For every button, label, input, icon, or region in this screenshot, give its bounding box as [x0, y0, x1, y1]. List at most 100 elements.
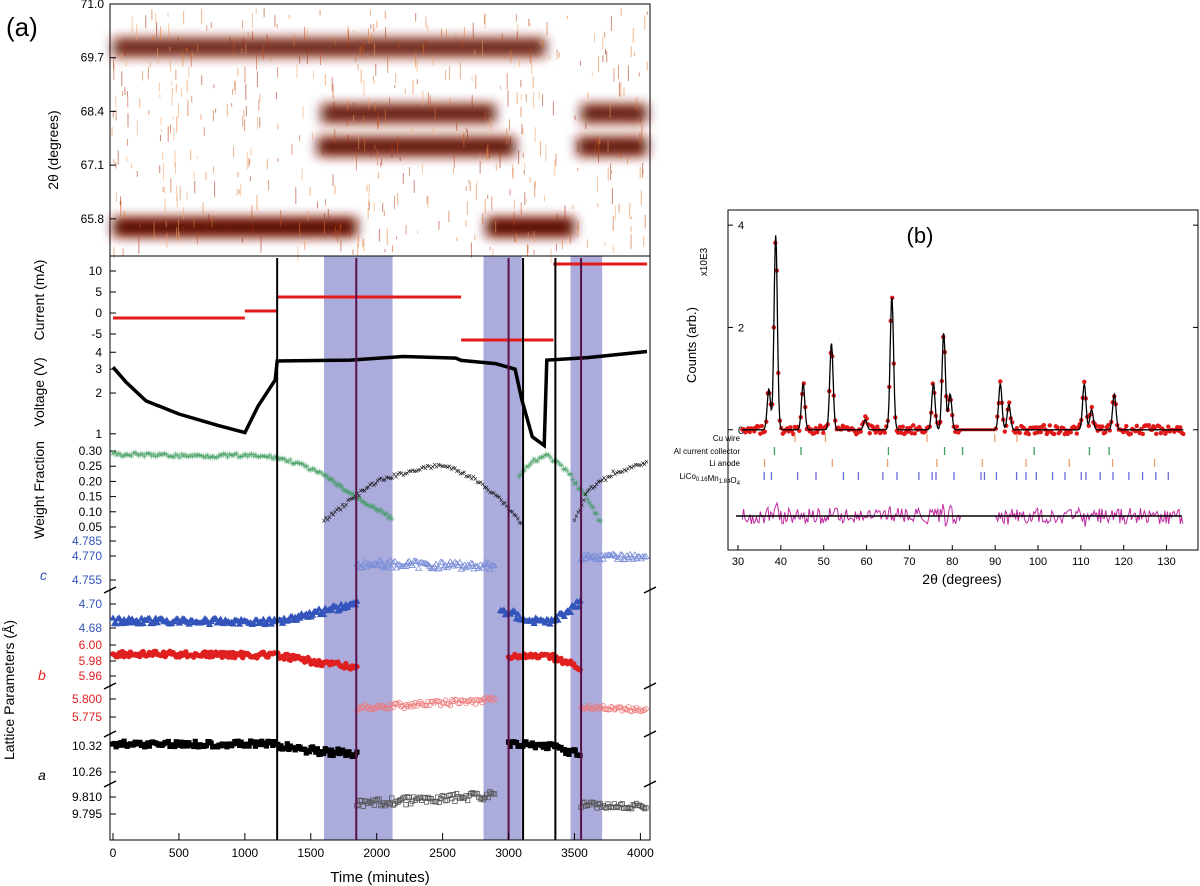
lattice-b-point	[287, 657, 294, 663]
wf-green-point: ✳	[178, 450, 185, 459]
wf-green-point: ✳	[584, 495, 591, 504]
wf-green-point: ✳	[377, 506, 384, 515]
lattice-c-point	[258, 619, 266, 626]
panel-b-phase-label-part: 0.16	[696, 477, 708, 483]
panel-b-observed-point	[882, 430, 887, 435]
lattice-c-point-open	[395, 561, 404, 568]
lattice-a-point	[314, 746, 320, 752]
wf-green-point: ✳	[289, 460, 296, 469]
wf-black-point: ×	[493, 491, 498, 500]
wf-green-point: ✳	[307, 466, 314, 475]
lattice-c-point-open	[597, 551, 606, 558]
lattice-a-point-open	[404, 794, 411, 800]
current-tick-label: 10	[89, 264, 103, 278]
lattice-b-point-open	[628, 708, 635, 715]
wf-black-point: ×	[419, 463, 424, 472]
panel-b: (b) x10E3 Counts (arb.) 2θ (degrees) 30 4…	[674, 209, 1199, 587]
wf-tick-label: 0.25	[79, 459, 103, 473]
wf-green-point: ✳	[279, 455, 286, 464]
panel-b-observed-point	[912, 431, 917, 436]
lattice-c-point	[566, 608, 575, 615]
lattice-b-point-open	[491, 696, 498, 702]
wf-green-point: ✳	[313, 468, 320, 477]
wf-black-point: ×	[351, 494, 356, 503]
wf-green-point: ✳	[121, 452, 128, 461]
lattice-c-point	[514, 610, 522, 617]
wf-green-point: ✳	[311, 465, 318, 474]
wf-black-point: ×	[572, 516, 577, 525]
wf-black-point: ×	[616, 467, 621, 476]
wf-black-point: ×	[642, 460, 647, 469]
panel-b-observed-point	[1052, 431, 1057, 437]
wf-black-point: ×	[469, 474, 474, 483]
voltage-y-label: Voltage (V)	[31, 357, 47, 426]
wf-black-point: ×	[631, 462, 636, 471]
wf-black-point: ×	[342, 502, 347, 511]
panel-b-x-label: 2θ (degrees)	[922, 571, 1001, 587]
panel-b-observed-point	[1166, 424, 1171, 429]
lattice-b-point-open	[403, 701, 409, 708]
lattice-c-point-open	[375, 556, 383, 563]
lattice-c-point-open	[490, 562, 499, 569]
panel-b-phase-markers: Cu wire Al current collector Li anode LiCo0…	[674, 434, 1169, 487]
wf-black-point: ×	[515, 515, 520, 524]
wf-black-point: ×	[443, 462, 448, 471]
wf-green-point: ✳	[158, 451, 165, 460]
lattice-b-point-open	[407, 703, 414, 710]
lattice-c-point-open	[380, 564, 388, 571]
wf-green-point: ✳	[588, 501, 595, 510]
lattice-c-label: c	[40, 567, 47, 583]
wf-green-point: ✳	[209, 452, 216, 461]
wf-green-point: ✳	[375, 507, 382, 516]
wf-green-point: ✳	[246, 451, 253, 460]
wf-green-point: ✳	[333, 482, 340, 491]
wf-green-point: ✳	[180, 452, 187, 461]
wf-black-point: ×	[491, 489, 496, 498]
lattice-c-point-open	[392, 564, 401, 571]
wf-black-point: ×	[587, 486, 592, 495]
lattice-b-point-open	[630, 705, 637, 712]
axis-break-left	[103, 682, 117, 690]
wf-black-point: ×	[490, 489, 495, 498]
wf-green-point: ✳	[255, 453, 262, 462]
wf-green-point: ✳	[545, 451, 552, 460]
wf-green-point: ✳	[215, 452, 222, 461]
wf-black-point: ×	[458, 469, 463, 478]
panel-b-x-tick-label: 40	[775, 556, 787, 568]
wf-black-point: ×	[594, 480, 599, 489]
wf-green-point: ✳	[207, 453, 214, 462]
wf-green-point: ✳	[148, 452, 155, 461]
wf-green-point: ✳	[200, 453, 207, 462]
wf-black-point: ×	[583, 490, 588, 499]
lattice-a-point-open	[376, 796, 382, 802]
lattice-a-point-open	[384, 800, 390, 806]
heatmap-band-core-2	[486, 222, 575, 233]
wf-green-point: ✳	[228, 451, 235, 460]
wf-green-point: ✳	[283, 457, 290, 466]
wf-green-point: ✳	[359, 497, 366, 506]
time-tick-label: 4000	[627, 846, 654, 860]
panel-b-axes: 30405060708090100110120130024	[728, 220, 1198, 568]
heatmap-tick-label: 68.4	[81, 104, 105, 118]
wf-green-point: ✳	[187, 451, 194, 460]
lattice-a-point-open	[643, 805, 649, 811]
wf-black-point: ×	[495, 492, 500, 501]
wf-green-point: ✳	[254, 453, 261, 462]
panel-b-x-tick-label: 130	[1157, 556, 1175, 568]
lattice-c-point-open	[631, 551, 639, 558]
wf-tick-label: 0.05	[79, 520, 103, 534]
lattice-tick-label: 4.785	[72, 534, 102, 548]
lattice-c-point-open	[629, 555, 637, 563]
wf-black-point: ×	[373, 479, 378, 488]
panel-b-observed-point	[998, 379, 1003, 384]
wf-green-point: ✳	[174, 451, 181, 460]
panel-a-label: (a)	[6, 12, 38, 42]
wf-black-point: ×	[410, 466, 415, 475]
lattice-a-point-open	[465, 797, 471, 804]
wf-black-point: ×	[323, 514, 328, 523]
lattice-a-label: a	[38, 767, 46, 783]
lattice-b-point-open	[490, 697, 496, 704]
wf-green-point: ✳	[169, 453, 176, 462]
